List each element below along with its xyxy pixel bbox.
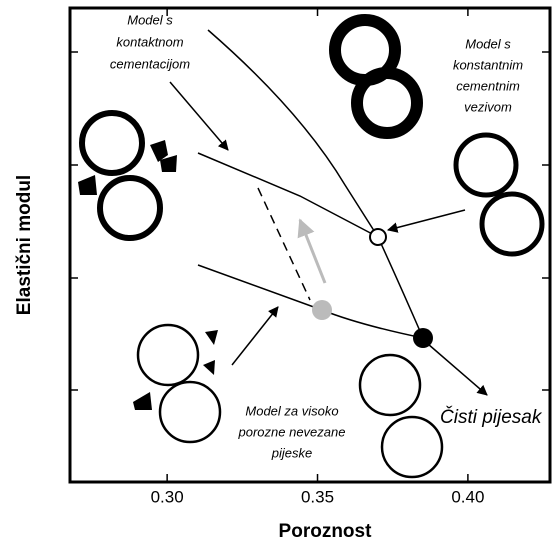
y-axis-label: Elastični modul bbox=[14, 175, 35, 315]
x-tick-label: 0.35 bbox=[301, 487, 334, 506]
annotation-line: kontaktnom bbox=[116, 34, 183, 49]
grain-packs bbox=[79, 14, 545, 479]
annotation-line: porozne nevezane bbox=[238, 424, 346, 439]
annotation-line: Model s bbox=[465, 36, 511, 51]
annotation-line: pijeske bbox=[271, 445, 312, 460]
x-axis-label: Poroznost bbox=[279, 521, 373, 542]
clean-sand-label: Čisti pijesak bbox=[440, 406, 543, 428]
annotation-line: cementacijom bbox=[110, 56, 190, 71]
annotation-line: konstantnim bbox=[453, 57, 523, 72]
annotation-line: Model s bbox=[127, 12, 173, 27]
annotation-line: cementnim bbox=[456, 78, 520, 93]
trend-arrow bbox=[297, 218, 327, 284]
black-point bbox=[413, 328, 433, 348]
plot-frame bbox=[68, 6, 552, 484]
cement-grains bbox=[78, 140, 218, 410]
annotation-line: vezivom bbox=[464, 99, 512, 114]
annotation-line: Model za visoko bbox=[245, 403, 338, 418]
gray-point bbox=[312, 300, 332, 320]
x-tick-label: 0.40 bbox=[451, 487, 484, 506]
pointer-arrows bbox=[169, 81, 488, 396]
open-point bbox=[369, 228, 387, 246]
y-ticks bbox=[70, 51, 550, 391]
x-tick-label: 0.30 bbox=[151, 487, 184, 506]
